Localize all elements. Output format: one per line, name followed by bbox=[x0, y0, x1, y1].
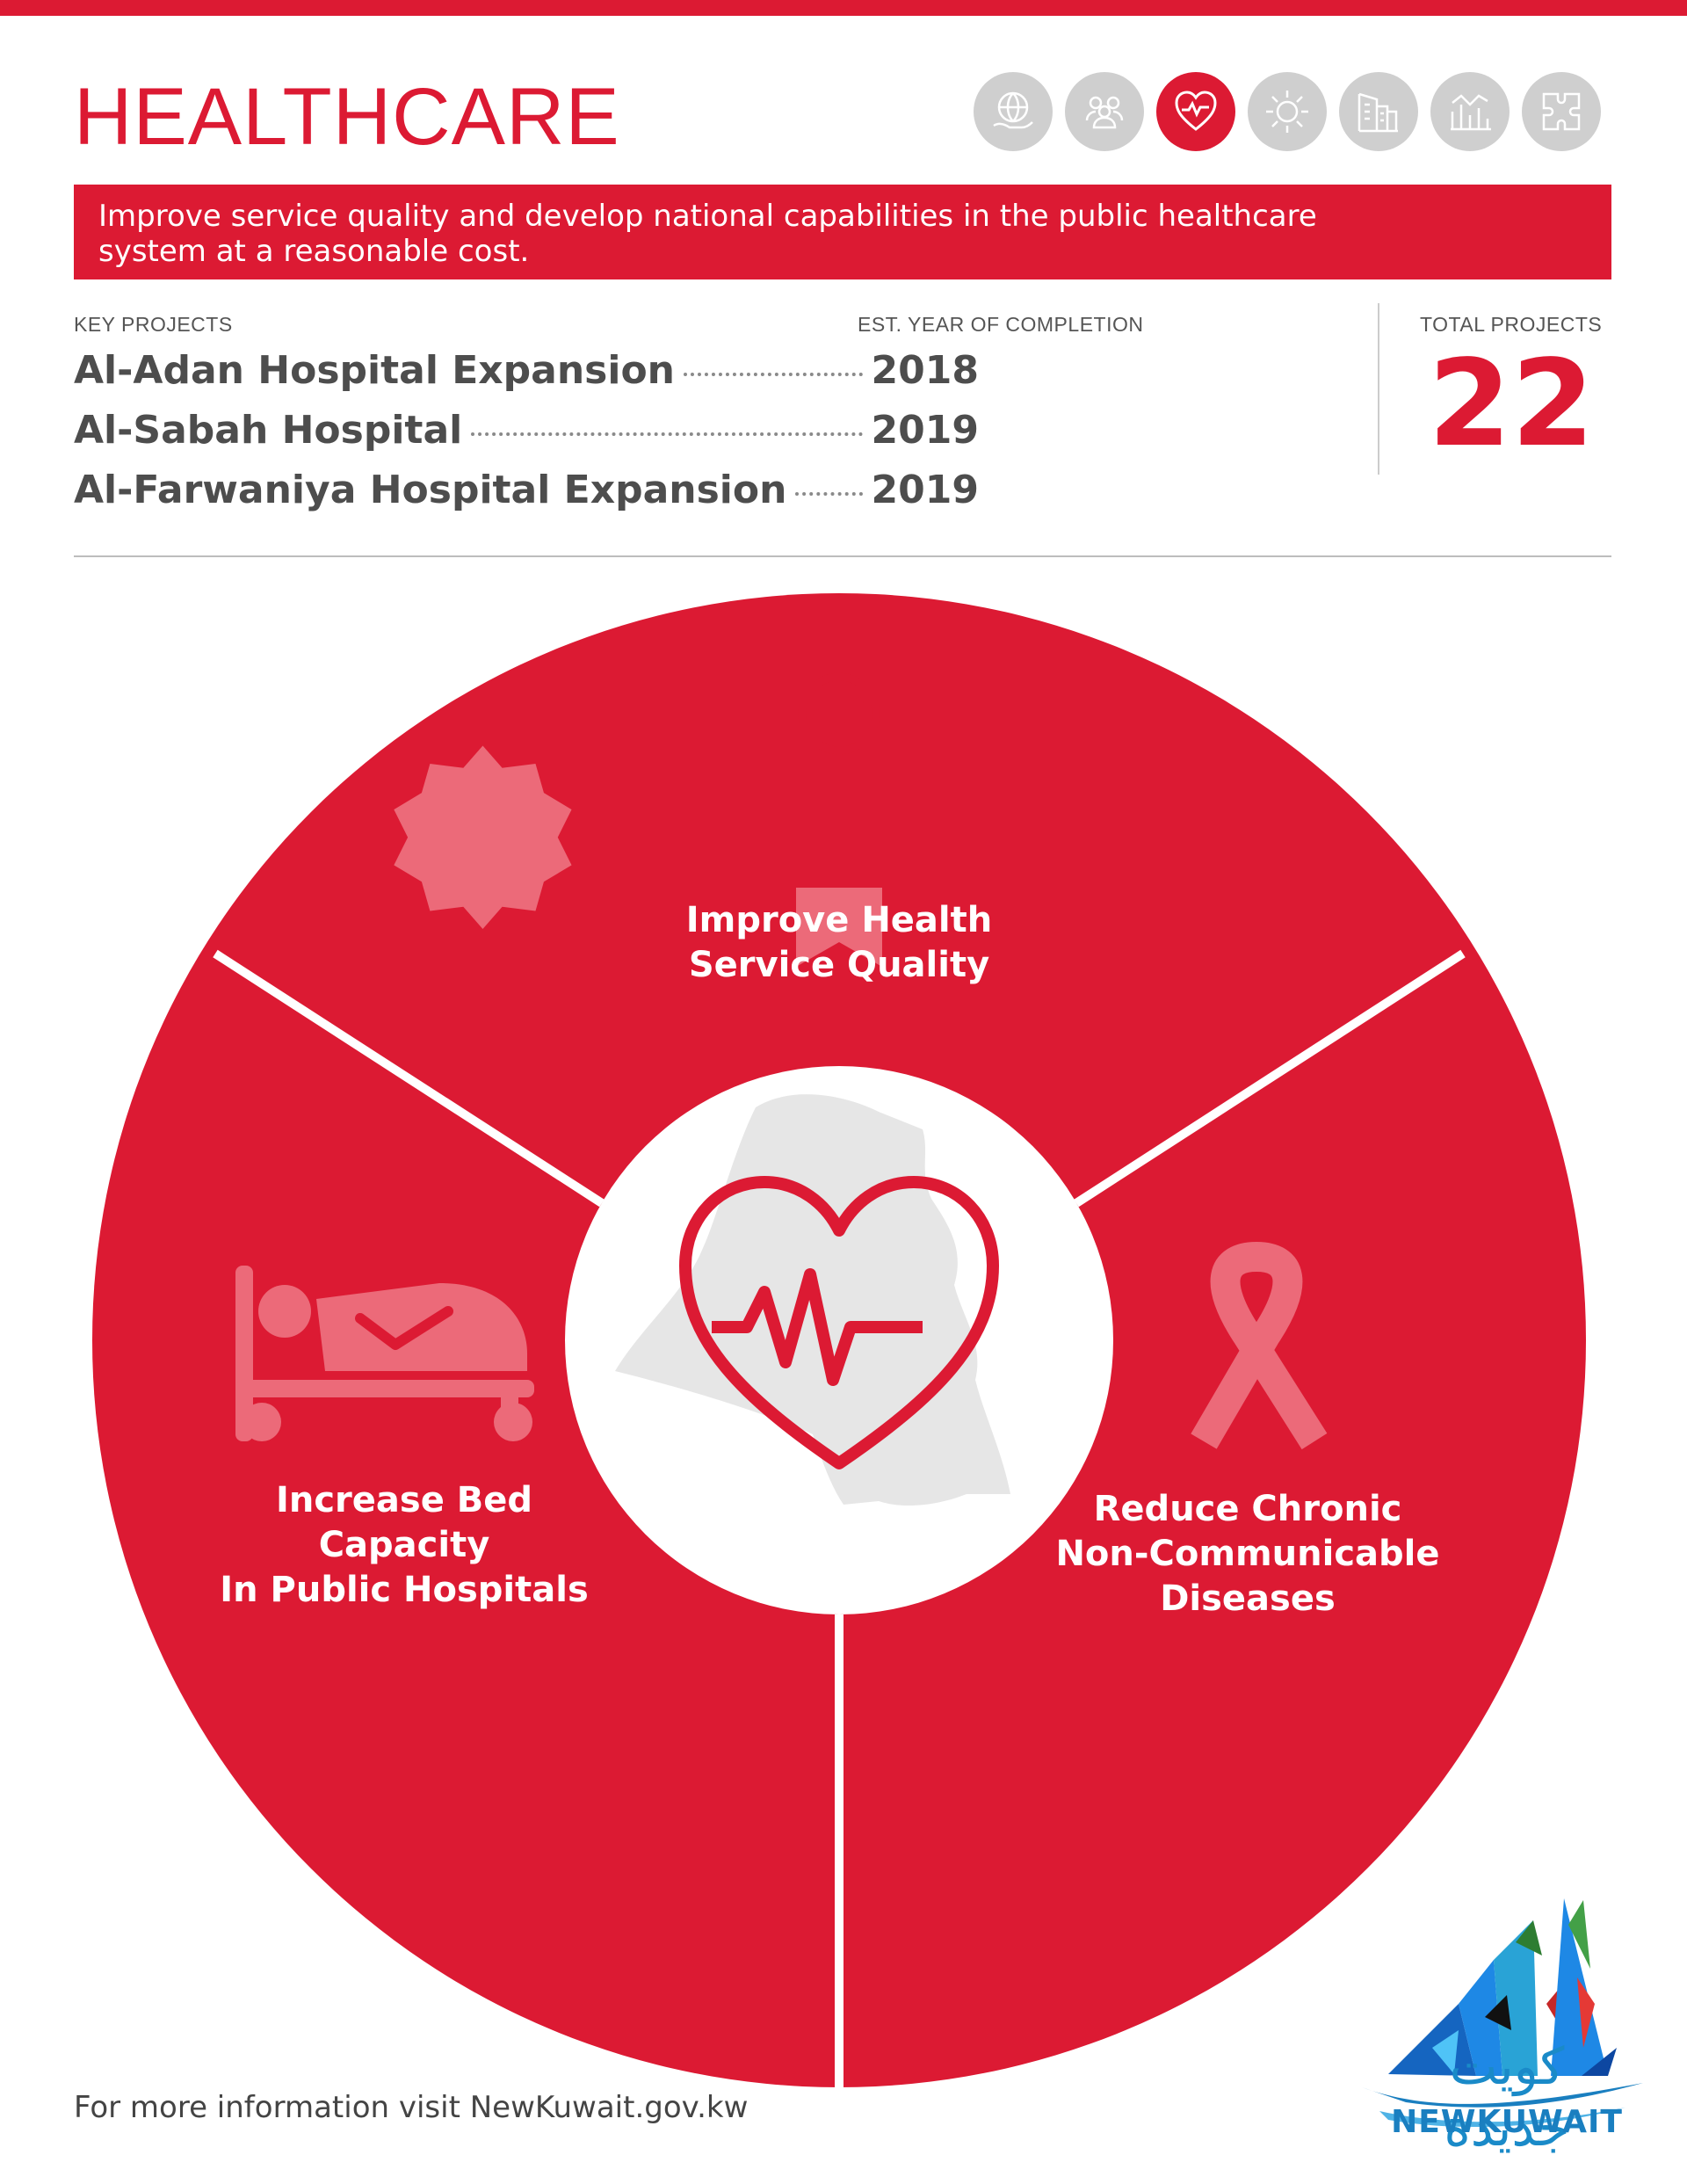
logo-wave-2 bbox=[1379, 2108, 1625, 2128]
award-check-mark bbox=[813, 697, 864, 734]
award-check-circle bbox=[798, 672, 880, 755]
bed-arm-line bbox=[355, 1306, 453, 1350]
growth-chart-icon bbox=[1451, 94, 1491, 131]
segment-label-line: Reduce Chronic bbox=[1093, 1489, 1402, 1529]
segment-label-quality: Improve Health Service Quality bbox=[611, 898, 1068, 988]
segment-label-line: Improve Health bbox=[685, 900, 993, 940]
segment-label-line: Capacity bbox=[318, 1525, 490, 1565]
city-icon bbox=[1358, 92, 1398, 133]
global-hand-icon bbox=[993, 91, 1033, 129]
dotted-leader bbox=[471, 432, 863, 436]
vertical-divider bbox=[1378, 303, 1379, 475]
project-row: Al-Adan Hospital Expansion 2018 bbox=[74, 348, 979, 408]
project-row: Al-Sabah Hospital 2019 bbox=[74, 408, 979, 468]
sun-icon bbox=[1266, 91, 1308, 133]
category-icon-row bbox=[974, 72, 1601, 151]
logo-wave bbox=[1362, 2083, 1643, 2108]
newkuwait-logo bbox=[1362, 1898, 1643, 2128]
heart-pulse-icon bbox=[1175, 91, 1217, 131]
category-people[interactable] bbox=[1065, 72, 1144, 151]
heart-pulse-icon bbox=[679, 1176, 999, 1469]
key-projects-list: Al-Adan Hospital Expansion 2018 Al-Sabah… bbox=[74, 348, 979, 527]
category-puzzle[interactable] bbox=[1522, 72, 1601, 151]
project-name: Al-Farwaniya Hospital Expansion bbox=[74, 468, 787, 512]
segment-label-line: In Public Hospitals bbox=[220, 1570, 589, 1610]
puzzle-icon bbox=[1542, 92, 1581, 131]
project-year: 2019 bbox=[871, 468, 979, 512]
category-sun[interactable] bbox=[1248, 72, 1327, 151]
project-name: Al-Adan Hospital Expansion bbox=[74, 348, 675, 393]
project-row: Al-Farwaniya Hospital Expansion 2019 bbox=[74, 468, 979, 527]
mission-text: Improve service quality and develop nati… bbox=[98, 199, 1317, 269]
segment-label-line: Diseases bbox=[1160, 1578, 1336, 1619]
category-city[interactable] bbox=[1339, 72, 1418, 151]
logo-sail-mosaic bbox=[1388, 1898, 1617, 2076]
top-accent-bar bbox=[0, 0, 1687, 16]
category-global-hand[interactable] bbox=[974, 72, 1053, 151]
est-year-label: EST. YEAR OF COMPLETION bbox=[858, 313, 1144, 336]
award-ribbon-icon bbox=[394, 745, 882, 967]
wheel-separator bbox=[1074, 949, 1466, 1208]
segment-label-chronic-diseases: Reduce Chronic Non-Communicable Diseases bbox=[1019, 1487, 1476, 1622]
wheel-separator bbox=[213, 949, 605, 1208]
segment-label-line: Non-Communicable bbox=[1055, 1534, 1440, 1574]
total-projects-label: TOTAL PROJECTS bbox=[1420, 313, 1603, 336]
footer-info[interactable]: For more information visit NewKuwait.gov… bbox=[74, 2090, 749, 2125]
segment-label-bed-capacity: Increase Bed Capacity In Public Hospital… bbox=[176, 1478, 633, 1613]
awareness-ribbon-icon bbox=[1191, 1242, 1328, 1450]
key-projects-label: KEY PROJECTS bbox=[74, 313, 233, 336]
category-heart-pulse[interactable] bbox=[1156, 72, 1235, 151]
section-divider bbox=[74, 555, 1611, 557]
category-growth-chart[interactable] bbox=[1430, 72, 1510, 151]
dotted-leader bbox=[684, 373, 863, 376]
dotted-leader bbox=[795, 492, 863, 496]
logo-arabic-text: كويت جديدة bbox=[1444, 2036, 1570, 2158]
mission-banner: Improve service quality and develop nati… bbox=[74, 185, 1611, 279]
people-icon bbox=[1085, 96, 1124, 129]
project-year: 2019 bbox=[871, 408, 979, 453]
segment-label-line: Service Quality bbox=[688, 945, 990, 985]
logo-wordmark: NEWKUWAIT bbox=[1391, 2104, 1623, 2140]
project-year: 2018 bbox=[871, 348, 979, 393]
project-name: Al-Sabah Hospital bbox=[74, 408, 463, 453]
segment-label-line: Increase Bed bbox=[275, 1480, 533, 1520]
total-projects-value: 22 bbox=[1428, 335, 1595, 474]
page-title: HEALTHCARE bbox=[74, 72, 620, 162]
